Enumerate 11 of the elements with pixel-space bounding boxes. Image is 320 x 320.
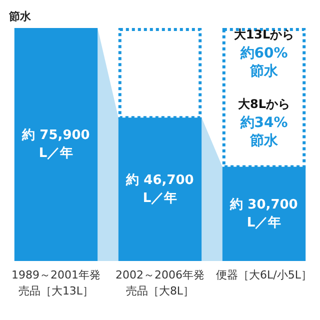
annotation: 大13Lから (234, 28, 294, 42)
y-axis-title: 節水 (8, 10, 32, 23)
annotation: 約34%節水 (239, 115, 288, 150)
data-label: 約 30,700 L／年 (229, 197, 298, 230)
annotation: 約60%節水 (239, 46, 288, 80)
data-label: 約 46,700 L／年 (125, 172, 194, 206)
x-tick-label: 2002～2006年発売品［大8L］ (116, 268, 204, 298)
annotation: 大8Lから (238, 97, 290, 112)
data-label: 約 75,900 L／年 (21, 128, 90, 161)
x-tick-label: 便器［大6L/小5L］ (216, 268, 312, 282)
x-tick-label: 1989～2001年発売品［大13L］ (12, 268, 100, 298)
